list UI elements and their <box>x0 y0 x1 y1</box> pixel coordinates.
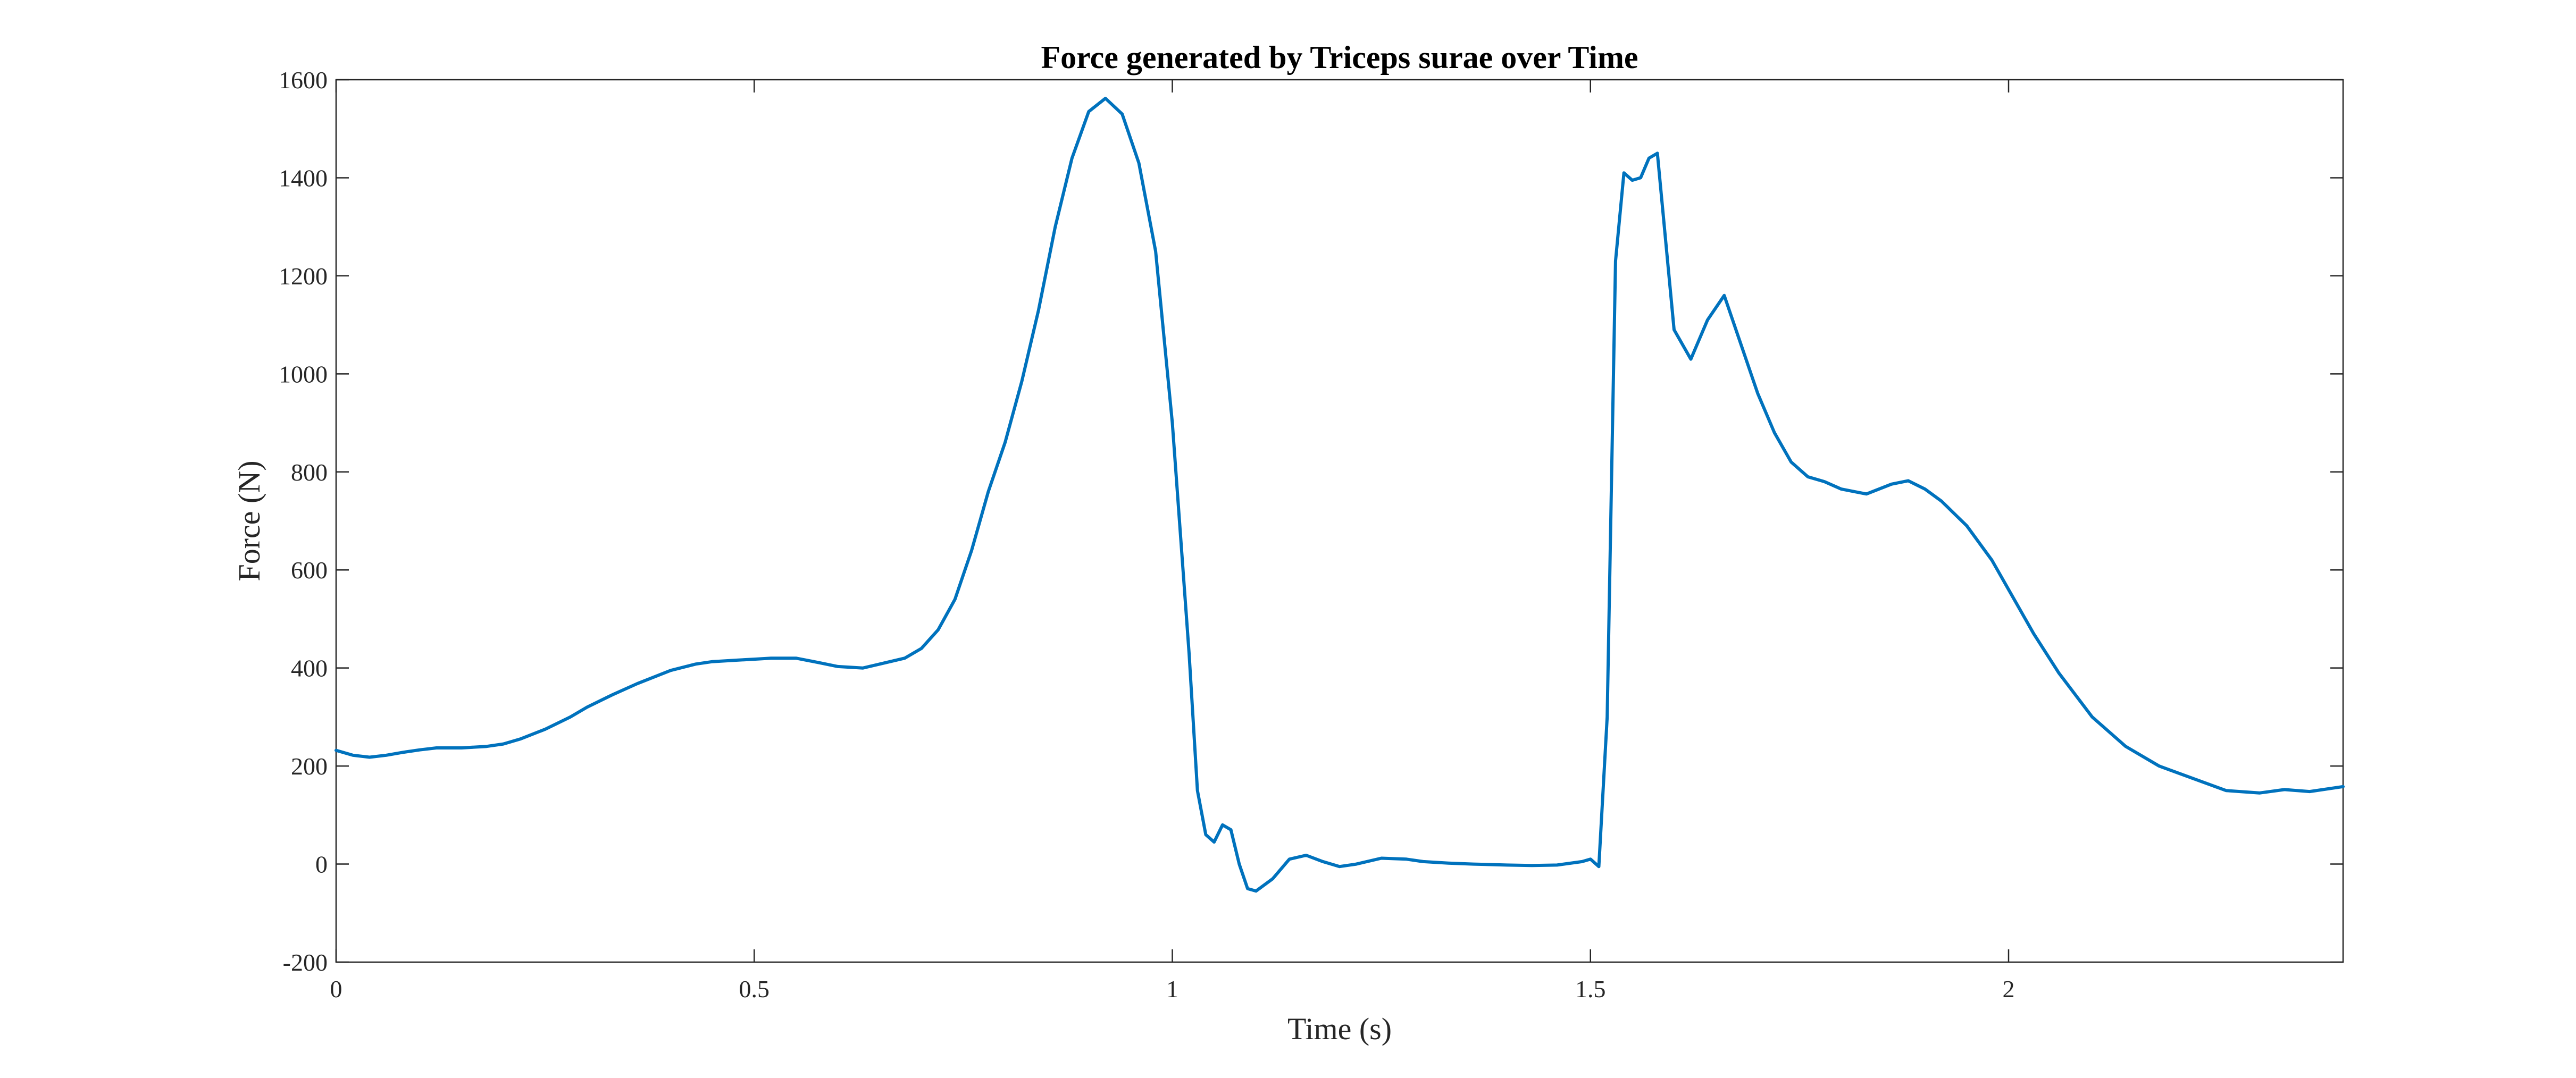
y-tick-label: 600 <box>291 557 328 584</box>
y-tick-label: 1000 <box>279 360 328 388</box>
y-tick-label: 0 <box>315 851 328 878</box>
axis-ticks: 0 0.5 1 1.5 2-200020040060080010001200140016… <box>279 66 2343 1003</box>
x-tick-label: 0.5 <box>739 975 770 1003</box>
chart-title: Force generated by Triceps surae over Ti… <box>1041 40 1638 75</box>
plot-area <box>335 79 2344 963</box>
x-tick-label: 0 <box>330 975 342 1003</box>
y-tick-label: 800 <box>291 459 328 486</box>
y-tick-label: 400 <box>291 655 328 682</box>
y-tick-label: -200 <box>283 949 328 976</box>
data-series <box>334 97 2345 893</box>
x-tick-label: 1.5 <box>1575 975 1606 1003</box>
y-tick-label: 1200 <box>279 263 328 290</box>
y-tick-label: 1600 <box>279 66 328 94</box>
x-tick-label: 2 <box>2003 975 2015 1003</box>
x-tick-label: 1 <box>1166 975 1178 1003</box>
y-tick-label: 200 <box>291 753 328 780</box>
y-axis-label: Force (N) <box>232 460 266 581</box>
x-axis-label: Time (s) <box>1287 1012 1392 1046</box>
series-line <box>334 97 2345 893</box>
y-tick-label: 1400 <box>279 164 328 191</box>
